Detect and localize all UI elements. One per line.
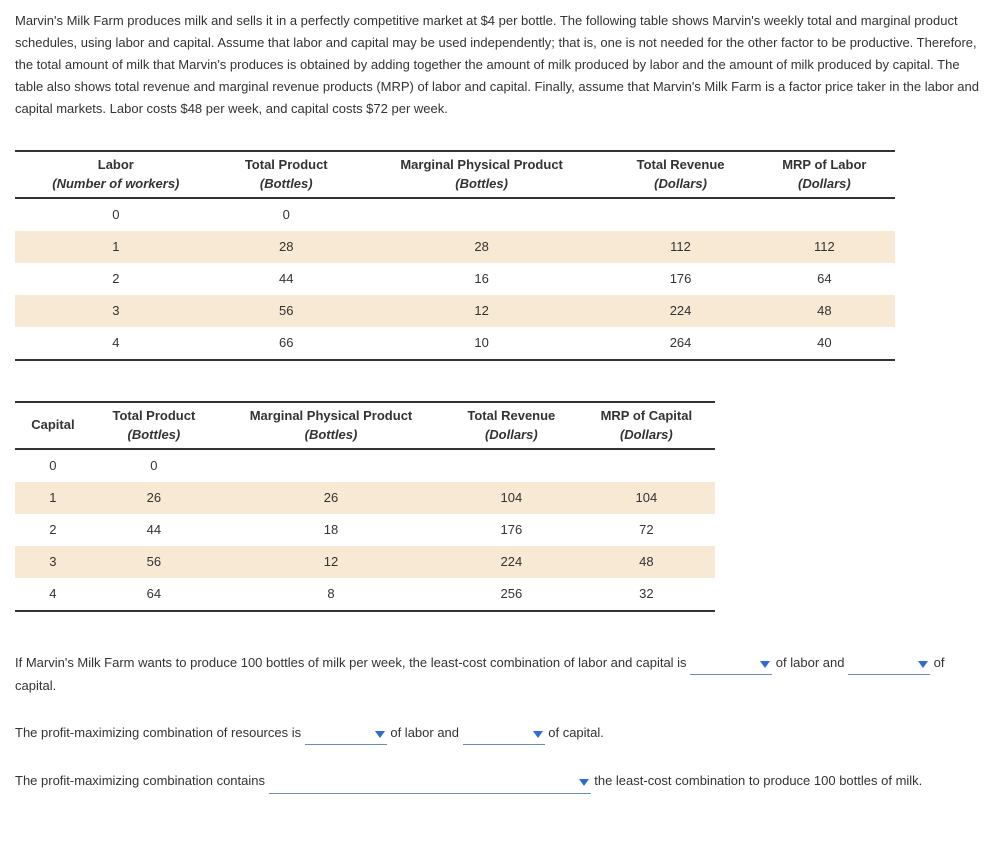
table-cell: 112 — [754, 231, 895, 263]
table-cell: 32 — [578, 578, 715, 611]
labor-th-mpp: Marginal Physical Product(Bottles) — [356, 151, 608, 197]
table-cell: 112 — [607, 231, 753, 263]
table-cell: 64 — [754, 263, 895, 295]
table-cell — [578, 449, 715, 482]
table-cell: 8 — [217, 578, 445, 611]
table-cell: 256 — [445, 578, 578, 611]
chevron-down-icon — [579, 777, 589, 787]
table-cell: 4 — [15, 327, 217, 360]
table-cell: 1 — [15, 231, 217, 263]
table-cell: 16 — [356, 263, 608, 295]
chevron-down-icon — [760, 659, 770, 669]
table-cell: 0 — [15, 449, 91, 482]
capital-th-capital: Capital — [15, 402, 91, 448]
dropdown-labor-units-q1[interactable] — [690, 652, 772, 675]
chevron-down-icon — [533, 729, 543, 739]
table-cell: 0 — [217, 198, 356, 231]
table-cell — [217, 449, 445, 482]
table-cell: 0 — [15, 198, 217, 231]
capital-th-total-product: Total Product(Bottles) — [91, 402, 217, 448]
table-cell: 48 — [754, 295, 895, 327]
table-cell: 104 — [445, 482, 578, 514]
table-row: 12626104104 — [15, 482, 715, 514]
capital-th-total-revenue: Total Revenue(Dollars) — [445, 402, 578, 448]
table-cell: 12 — [356, 295, 608, 327]
table-cell: 12 — [217, 546, 445, 578]
table-cell: 2 — [15, 263, 217, 295]
table-cell: 66 — [217, 327, 356, 360]
table-cell: 26 — [217, 482, 445, 514]
table-cell: 48 — [578, 546, 715, 578]
table-cell — [754, 198, 895, 231]
table-cell: 44 — [217, 263, 356, 295]
table-cell: 3 — [15, 546, 91, 578]
table-row: 2441617664 — [15, 263, 895, 295]
table-cell: 1 — [15, 482, 91, 514]
intro-paragraph: Marvin's Milk Farm produces milk and sel… — [15, 10, 981, 120]
table-cell: 224 — [445, 546, 578, 578]
table-cell: 40 — [754, 327, 895, 360]
question-comparison: The profit-maximizing combination contai… — [15, 770, 981, 793]
table-cell: 264 — [607, 327, 753, 360]
table-cell: 3 — [15, 295, 217, 327]
dropdown-comparison[interactable] — [269, 770, 591, 793]
table-cell — [356, 198, 608, 231]
chevron-down-icon — [918, 659, 928, 669]
table-cell: 28 — [217, 231, 356, 263]
table-cell: 176 — [445, 514, 578, 546]
table-row: 00 — [15, 198, 895, 231]
table-cell: 44 — [91, 514, 217, 546]
table-cell: 176 — [607, 263, 753, 295]
labor-th-labor: Labor(Number of workers) — [15, 151, 217, 197]
table-cell: 104 — [578, 482, 715, 514]
table-row: 3561222448 — [15, 546, 715, 578]
table-cell: 224 — [607, 295, 753, 327]
table-row: 464825632 — [15, 578, 715, 611]
labor-th-total-revenue: Total Revenue(Dollars) — [607, 151, 753, 197]
capital-th-mpp: Marginal Physical Product(Bottles) — [217, 402, 445, 448]
table-cell — [607, 198, 753, 231]
table-cell: 28 — [356, 231, 608, 263]
table-cell: 18 — [217, 514, 445, 546]
dropdown-labor-units-q2[interactable] — [305, 722, 387, 745]
table-cell: 64 — [91, 578, 217, 611]
table-row: 2441817672 — [15, 514, 715, 546]
table-cell — [445, 449, 578, 482]
capital-table: Capital Total Product(Bottles) Marginal … — [15, 401, 715, 612]
labor-th-mrp: MRP of Labor(Dollars) — [754, 151, 895, 197]
table-row: 00 — [15, 449, 715, 482]
table-cell: 2 — [15, 514, 91, 546]
labor-table: Labor(Number of workers) Total Product(B… — [15, 150, 895, 361]
dropdown-capital-units-q2[interactable] — [463, 722, 545, 745]
labor-th-total-product: Total Product(Bottles) — [217, 151, 356, 197]
table-cell: 72 — [578, 514, 715, 546]
table-row: 4661026440 — [15, 327, 895, 360]
chevron-down-icon — [375, 729, 385, 739]
question-least-cost: If Marvin's Milk Farm wants to produce 1… — [15, 652, 981, 697]
table-row: 3561222448 — [15, 295, 895, 327]
table-row: 12828112112 — [15, 231, 895, 263]
table-cell: 56 — [217, 295, 356, 327]
table-cell: 10 — [356, 327, 608, 360]
capital-th-mrp: MRP of Capital(Dollars) — [578, 402, 715, 448]
dropdown-capital-units-q1[interactable] — [848, 652, 930, 675]
table-cell: 4 — [15, 578, 91, 611]
table-cell: 0 — [91, 449, 217, 482]
table-cell: 56 — [91, 546, 217, 578]
table-cell: 26 — [91, 482, 217, 514]
question-profit-max: The profit-maximizing combination of res… — [15, 722, 981, 745]
